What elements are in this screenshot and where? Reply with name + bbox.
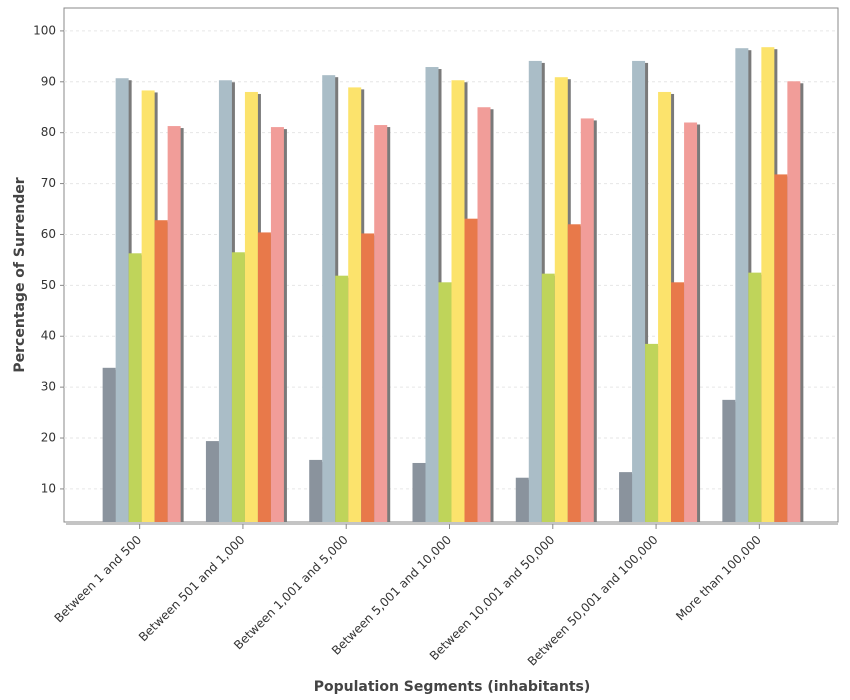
y-tick-label: 90 [41,74,56,88]
bar [374,125,388,523]
bar [412,462,426,522]
y-tick-label: 50 [41,278,56,292]
y-tick-label: 20 [41,431,56,445]
bar [451,80,465,522]
y-tick-label: 80 [41,125,56,139]
y-axis-title: Percentage of Surrender [12,177,28,372]
bar [671,282,685,522]
bar [477,107,491,523]
bar [684,122,698,523]
bar [580,118,594,523]
bar [619,472,633,522]
bar [348,87,362,522]
bar [748,272,762,522]
bar [154,220,168,523]
bar [438,282,452,522]
y-tick-label: 100 [33,23,56,37]
bar [218,80,232,522]
bar [658,91,672,522]
bar [464,218,478,523]
x-tick-label: Between 10,001 and 50,000 [427,533,557,663]
bar [361,233,375,523]
bar [645,343,659,522]
y-tick-label: 70 [41,176,56,190]
x-tick-label: More than 100,000 [673,533,764,624]
bar [244,91,258,522]
bar [787,81,801,522]
bar [141,90,155,522]
bar [102,367,116,522]
bar [541,273,555,522]
y-tick-label: 60 [41,227,56,241]
x-tick-label: Between 1 and 500 [52,533,145,626]
bar [205,441,219,522]
x-tick-label: Between 501 and 1,000 [136,533,248,645]
bar [309,459,323,522]
x-tick-label: Between 1,001 and 5,000 [231,533,351,653]
bar [528,60,542,523]
bar [774,174,788,522]
bar [257,232,271,523]
bar [335,275,349,522]
bar [231,252,245,522]
bar [632,60,646,523]
bar [115,78,129,522]
bar [567,224,581,523]
bar [128,253,142,522]
y-tick-label: 40 [41,329,56,343]
bar [270,127,284,523]
bar [322,75,336,522]
bar [515,477,529,522]
bar [722,399,736,522]
x-tick-label: Between 5,001 and 10,000 [329,533,454,658]
y-tick-label: 30 [41,380,56,394]
bar [761,47,775,523]
bar [425,67,439,522]
bar [735,48,749,523]
x-axis-title: Population Segments (inhabitants) [314,679,591,695]
y-tick-label: 10 [41,481,56,495]
bar [554,77,568,522]
bar [167,126,181,523]
